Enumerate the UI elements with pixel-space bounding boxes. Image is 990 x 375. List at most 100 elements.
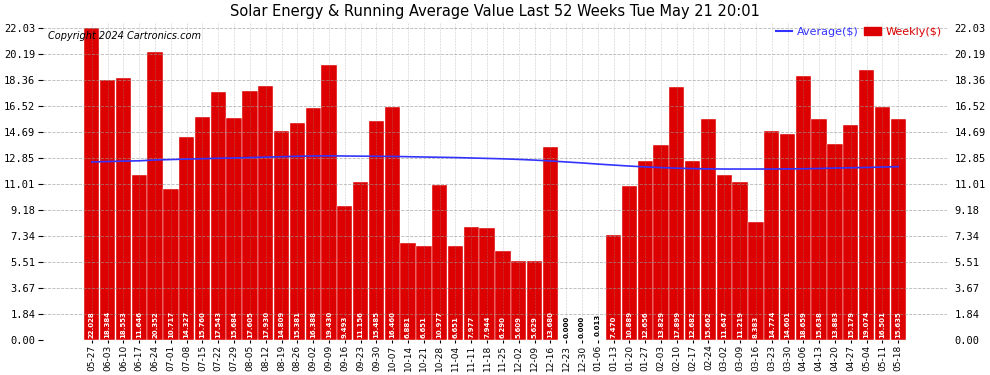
Text: 6.881: 6.881 [405, 316, 411, 338]
Bar [400, 243, 416, 340]
Text: 14.327: 14.327 [184, 311, 190, 338]
Text: 16.460: 16.460 [389, 311, 395, 338]
Text: 6.290: 6.290 [500, 316, 506, 338]
Text: 17.930: 17.930 [262, 311, 268, 338]
Text: 12.656: 12.656 [643, 312, 648, 338]
Bar [669, 87, 684, 340]
Text: 8.383: 8.383 [752, 316, 759, 338]
Text: 14.601: 14.601 [784, 311, 790, 338]
Bar [622, 186, 638, 340]
Bar [843, 125, 858, 341]
Bar [543, 147, 558, 340]
Bar [606, 235, 622, 340]
Bar [796, 76, 811, 340]
Bar [463, 227, 479, 340]
Bar [859, 70, 874, 341]
Text: 16.388: 16.388 [310, 311, 316, 338]
Text: 7.470: 7.470 [611, 316, 617, 338]
Text: 20.352: 20.352 [152, 312, 158, 338]
Bar [653, 144, 668, 340]
Bar [432, 185, 447, 340]
Text: 18.553: 18.553 [121, 311, 127, 338]
Text: 17.899: 17.899 [674, 311, 680, 338]
Text: 22.028: 22.028 [89, 312, 95, 338]
Bar [338, 206, 352, 340]
Bar [368, 121, 384, 340]
Bar [290, 123, 305, 340]
Bar [384, 107, 400, 340]
Bar [306, 108, 321, 340]
Text: 11.156: 11.156 [357, 311, 363, 338]
Bar [116, 78, 131, 340]
Bar [717, 176, 732, 340]
Bar [258, 87, 273, 340]
Text: 7.977: 7.977 [468, 316, 474, 338]
Text: 11.647: 11.647 [722, 311, 728, 338]
Text: 10.889: 10.889 [627, 311, 633, 338]
Bar [447, 246, 463, 340]
Text: 15.179: 15.179 [847, 311, 853, 338]
Text: 15.662: 15.662 [706, 312, 712, 338]
Text: 7.944: 7.944 [484, 316, 490, 338]
Text: 18.659: 18.659 [800, 311, 806, 338]
Text: 15.485: 15.485 [373, 311, 379, 338]
Text: 9.493: 9.493 [342, 316, 347, 338]
Bar [511, 261, 527, 340]
Text: 6.651: 6.651 [452, 316, 458, 338]
Text: 11.219: 11.219 [738, 311, 743, 338]
Text: 11.646: 11.646 [137, 311, 143, 338]
Bar [748, 222, 763, 340]
Bar [84, 28, 99, 340]
Text: 15.760: 15.760 [200, 311, 206, 338]
Text: 19.430: 19.430 [326, 311, 332, 338]
Bar [828, 144, 842, 340]
Text: 10.977: 10.977 [437, 311, 443, 338]
Bar [211, 92, 226, 340]
Bar [227, 118, 242, 340]
Text: 5.609: 5.609 [516, 316, 522, 338]
Text: 13.883: 13.883 [832, 311, 838, 338]
Bar [322, 65, 337, 340]
Bar [100, 80, 115, 340]
Text: 14.809: 14.809 [278, 311, 284, 338]
Bar [132, 176, 147, 340]
Text: 16.501: 16.501 [879, 311, 885, 338]
Bar [163, 189, 178, 340]
Bar [733, 182, 747, 340]
Text: 17.543: 17.543 [215, 311, 222, 338]
Legend: Average($), Weekly($): Average($), Weekly($) [776, 27, 941, 37]
Bar [875, 107, 890, 340]
Bar [179, 138, 194, 340]
Bar [243, 91, 257, 340]
Text: 15.684: 15.684 [231, 311, 238, 338]
Bar [495, 251, 511, 340]
Bar [812, 119, 827, 340]
Bar [416, 246, 432, 340]
Text: 10.717: 10.717 [168, 311, 174, 338]
Text: 0.000: 0.000 [563, 316, 569, 338]
Text: 5.629: 5.629 [532, 316, 538, 338]
Text: 0.013: 0.013 [595, 314, 601, 336]
Text: 15.638: 15.638 [816, 311, 822, 338]
Bar [479, 228, 495, 340]
Text: 13.680: 13.680 [547, 311, 553, 338]
Bar [764, 131, 779, 340]
Text: 15.381: 15.381 [294, 311, 300, 338]
Bar [195, 117, 210, 340]
Text: 15.635: 15.635 [895, 312, 901, 338]
Text: 12.682: 12.682 [690, 312, 696, 338]
Bar [352, 182, 368, 340]
Bar [685, 161, 700, 340]
Bar [780, 134, 795, 340]
Text: 0.000: 0.000 [579, 316, 585, 338]
Text: 19.074: 19.074 [863, 311, 869, 338]
Text: 17.605: 17.605 [247, 311, 252, 338]
Text: 13.829: 13.829 [658, 311, 664, 338]
Title: Solar Energy & Running Average Value Last 52 Weeks Tue May 21 20:01: Solar Energy & Running Average Value Las… [230, 4, 760, 19]
Bar [891, 119, 906, 340]
Text: 18.384: 18.384 [105, 311, 111, 338]
Text: 6.651: 6.651 [421, 316, 427, 338]
Text: Copyright 2024 Cartronics.com: Copyright 2024 Cartronics.com [48, 31, 201, 41]
Bar [527, 261, 543, 340]
Bar [274, 130, 289, 340]
